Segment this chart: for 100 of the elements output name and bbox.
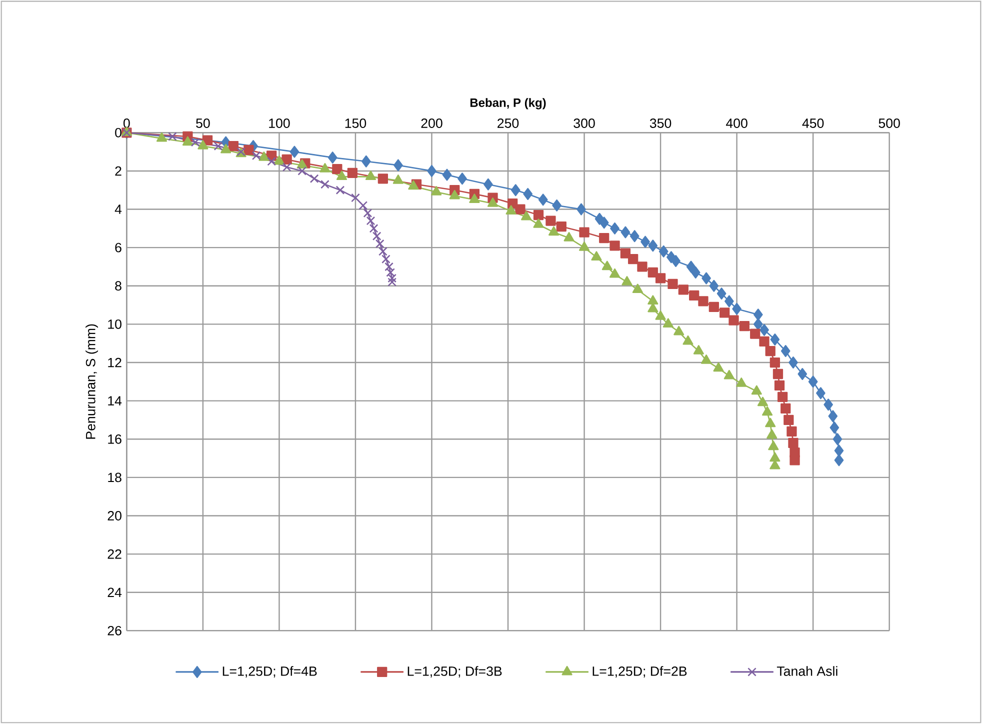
legend-label: L=1,25D; Df=2B <box>592 666 687 678</box>
point <box>834 454 844 466</box>
point <box>630 230 640 242</box>
point <box>347 168 358 178</box>
point <box>252 151 261 160</box>
point <box>637 262 648 272</box>
y-tick-label: 20 <box>108 511 122 520</box>
point <box>610 240 620 251</box>
point <box>765 346 776 356</box>
point <box>599 232 610 244</box>
y-tick-label: 18 <box>108 472 122 482</box>
point <box>655 273 666 284</box>
point <box>388 278 397 287</box>
point <box>728 315 739 326</box>
point <box>392 174 404 184</box>
point <box>431 186 442 196</box>
point <box>724 370 734 380</box>
x-tick-label: 100 <box>269 118 290 128</box>
point <box>578 242 590 251</box>
point <box>591 251 602 260</box>
point <box>668 278 678 290</box>
point <box>772 368 784 380</box>
point <box>798 368 808 380</box>
point <box>332 164 342 174</box>
point <box>386 268 395 277</box>
point <box>609 268 620 278</box>
point <box>442 168 452 181</box>
point <box>375 239 384 248</box>
point <box>366 216 376 226</box>
point <box>768 440 779 450</box>
x-tick-label: 50 <box>196 118 210 128</box>
point <box>753 308 763 321</box>
point <box>267 156 276 166</box>
point <box>552 199 562 212</box>
point <box>538 194 548 206</box>
point <box>620 226 630 238</box>
point <box>760 324 769 336</box>
point <box>548 226 560 236</box>
point <box>788 356 798 369</box>
point <box>228 141 239 152</box>
point <box>671 254 680 267</box>
point <box>198 140 208 150</box>
point <box>576 203 586 216</box>
point <box>686 260 696 273</box>
point <box>394 159 403 172</box>
point <box>351 193 360 202</box>
point <box>774 380 785 391</box>
point <box>689 290 700 301</box>
x-axis-title: Beban, P (kg) <box>470 98 546 110</box>
x-tick-label: 200 <box>421 118 442 128</box>
point <box>358 201 368 210</box>
point <box>168 132 177 141</box>
point <box>274 155 284 165</box>
point <box>365 170 376 180</box>
point <box>320 180 330 189</box>
point <box>487 198 498 207</box>
point <box>515 204 526 214</box>
point <box>648 295 658 305</box>
point <box>556 221 566 232</box>
point <box>788 438 798 448</box>
point <box>780 345 790 358</box>
point <box>382 254 390 264</box>
point <box>628 254 638 264</box>
point <box>363 208 372 218</box>
point <box>282 154 292 165</box>
point <box>770 334 780 346</box>
point <box>523 188 533 200</box>
x-tick-label: 500 <box>878 118 900 128</box>
point <box>361 155 371 168</box>
point <box>834 444 844 457</box>
point <box>244 144 254 155</box>
point <box>220 144 232 154</box>
point <box>310 174 319 184</box>
point <box>282 162 292 172</box>
point <box>579 227 590 238</box>
point <box>757 396 768 406</box>
point <box>832 433 842 446</box>
point <box>766 429 778 439</box>
point <box>521 210 532 220</box>
point <box>724 295 734 308</box>
point <box>427 164 436 177</box>
x-tick-label: 400 <box>726 118 748 128</box>
point <box>610 222 620 234</box>
x-tick-label: 150 <box>345 118 366 128</box>
y-tick-label: 16 <box>108 434 122 444</box>
point <box>674 326 684 336</box>
point <box>298 166 307 176</box>
y-tick-label: 8 <box>115 281 122 291</box>
point <box>190 138 200 147</box>
point <box>751 385 762 395</box>
legend-label: Tanah Asli <box>776 666 838 676</box>
point <box>784 414 794 426</box>
point <box>658 245 668 258</box>
point <box>510 184 520 196</box>
point <box>214 142 223 151</box>
y-tick-label: 4 <box>114 204 122 214</box>
point <box>682 335 694 345</box>
point <box>690 266 700 278</box>
point <box>533 218 544 228</box>
point <box>709 280 719 292</box>
